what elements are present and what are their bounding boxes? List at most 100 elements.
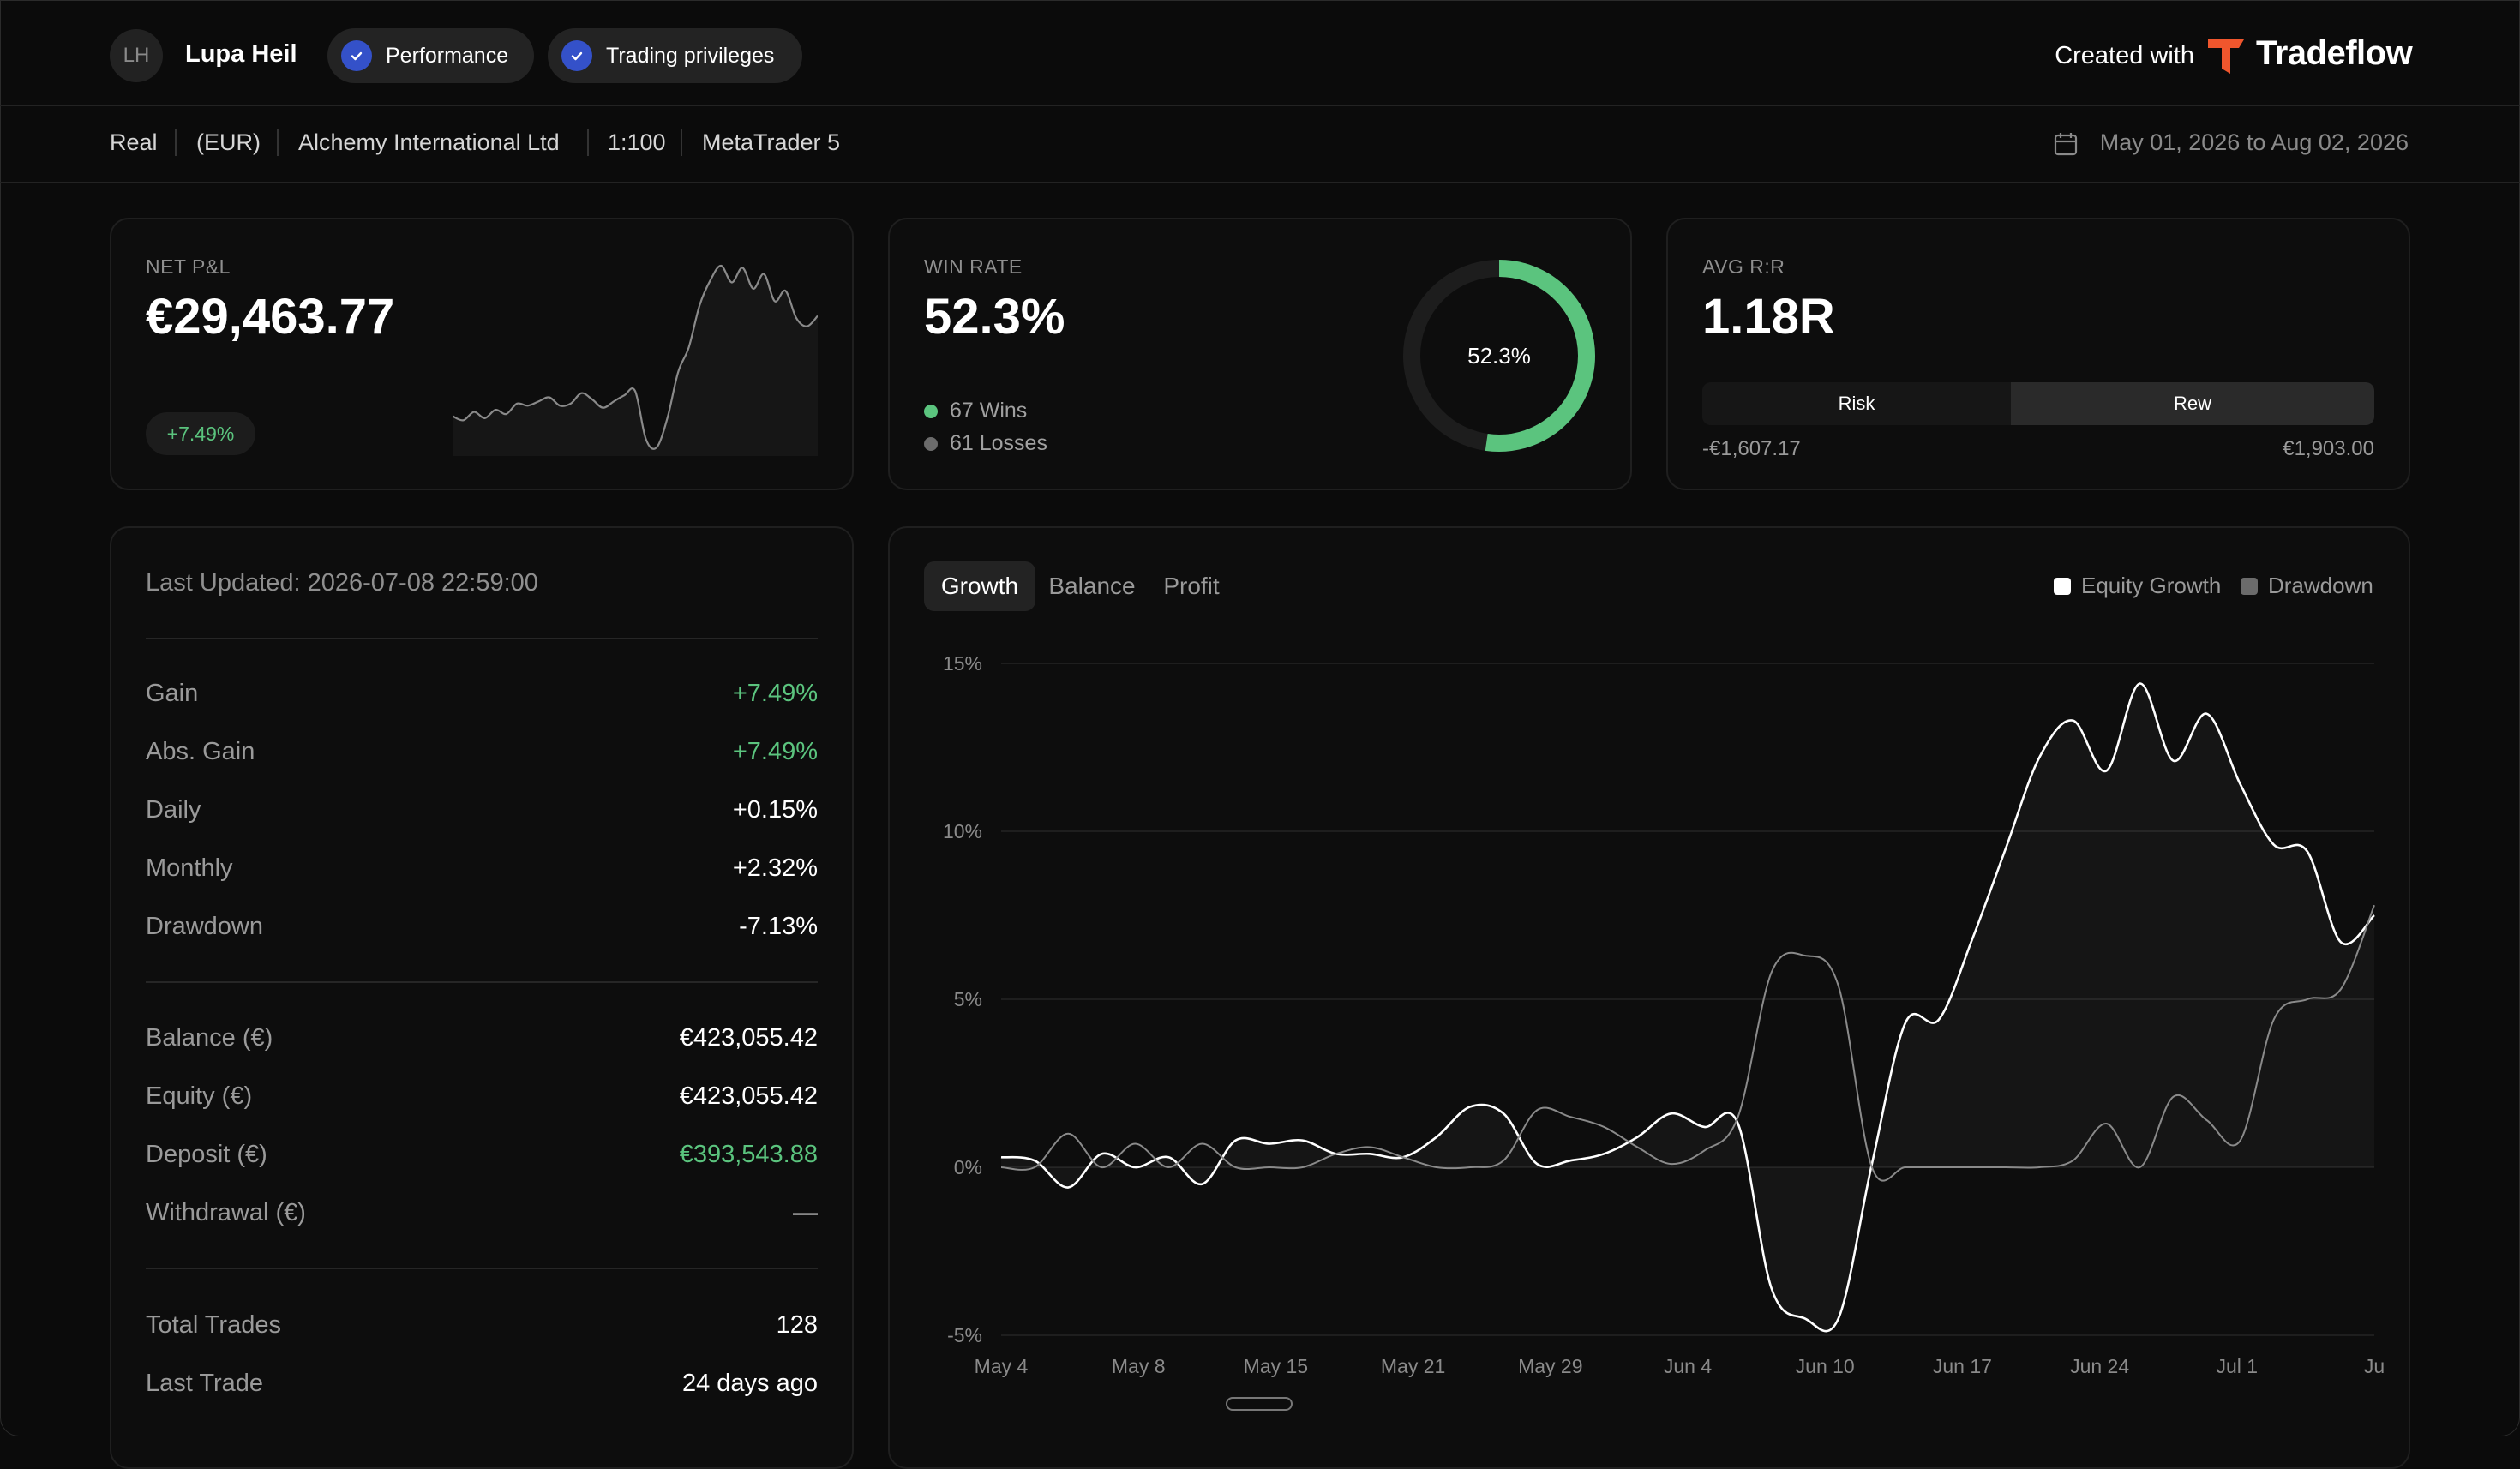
divider [146,981,818,983]
stat-label: Monthly [146,854,233,882]
tab-profit[interactable]: Profit [1163,573,1220,599]
net-pnl-label: NET P&L [146,255,231,278]
brand-name[interactable]: Tradeflow [2256,34,2413,72]
account-broker: Alchemy International Ltd [298,129,560,155]
stat-value: €423,055.42 [679,1024,818,1052]
divider [681,129,682,156]
account-info-bar [0,106,2520,183]
stat-label: Withdrawal (€) [146,1199,306,1226]
stat-value: +0.15% [732,796,818,824]
growth-chart-card [888,526,2410,1469]
y-tick-label: 10% [943,820,982,842]
stat-row-gain: Gain +7.49% [146,680,818,714]
stat-value: €393,543.88 [679,1141,818,1168]
equity-growth-line [1000,682,2375,1333]
legend-equity-growth: Equity Growth [2054,573,2221,599]
sparkline-area [453,265,818,456]
x-tick-label: Jun 24 [2070,1355,2129,1377]
divider [587,129,589,156]
risk-label: Risk [1838,393,1875,414]
avatar-initials: LH [123,44,150,67]
tab-growth[interactable]: Growth [924,561,1035,611]
stat-row-monthly: Monthly +2.32% [146,854,818,889]
check-icon [341,40,372,71]
stat-value: +7.49% [732,680,818,707]
stat-label: Balance (€) [146,1024,273,1052]
divider [175,129,177,156]
donut-win-arc [1403,260,1595,452]
reward-segment: Rew [2011,382,2374,425]
x-tick-label: May 21 [1381,1355,1445,1377]
account-leverage: 1:100 [608,129,666,155]
stat-row-deposit: Deposit (€) €393,543.88 [146,1141,818,1175]
calendar-icon[interactable] [2054,131,2078,161]
username: Lupa Heil [185,40,297,68]
x-tick-label: Jul 1 [2217,1355,2259,1377]
risk-reward-bar: Risk Rew [1702,382,2374,425]
stat-row-equity: Equity (€) €423,055.42 [146,1082,818,1117]
account-type: Real [110,129,158,155]
win-rate-donut: 52.3% [1403,260,1595,452]
badge-performance[interactable]: Performance [327,28,534,83]
check-icon [561,40,592,71]
equity-growth-area [1001,683,2374,1331]
risk-value: -€1,607.17 [1702,437,1801,460]
last-updated: Last Updated: 2026-07-08 22:59:00 [146,569,538,597]
legend-label: Equity Growth [2081,573,2222,598]
reward-label: Rew [2173,393,2211,414]
stat-row-daily: Daily +0.15% [146,796,818,830]
tradeflow-logo-icon[interactable] [2206,36,2246,80]
net-pnl-value: €29,463.77 [146,289,395,345]
y-tick-label: 5% [954,988,982,1010]
top-bar: LH Lupa Heil Performance Trading privile… [0,0,2520,106]
y-tick-label: 15% [943,652,982,675]
x-tick-label: Jun 4 [1664,1355,1712,1377]
win-rate-value: 52.3% [924,289,1065,345]
divider [146,638,818,639]
tab-balance[interactable]: Balance [1048,573,1136,599]
stat-value: €423,055.42 [679,1082,818,1110]
stats-card [110,526,854,1469]
stat-value: +2.32% [732,854,818,882]
net-pnl-change-badge: +7.49% [146,412,255,455]
date-range[interactable]: May 01, 2026 to Aug 02, 2026 [2099,129,2409,155]
stat-value: 24 days ago [681,1370,818,1397]
risk-segment: Risk [1702,382,2011,425]
stat-label: Equity (€) [146,1082,253,1110]
stat-label: Daily [146,796,201,824]
drawdown-line [1000,904,2375,1182]
net-pnl-change: +7.49% [166,422,235,445]
stat-value: +7.49% [732,738,818,765]
stat-value: 128 [776,1311,818,1339]
divider [277,129,279,156]
created-with-label: Created with [2055,42,2194,69]
badge-label: Performance [386,43,509,68]
sparkline-line [453,264,818,450]
badge-trading-privileges[interactable]: Trading privileges [548,28,802,83]
losses-dot-icon [924,437,938,452]
x-tick-label: Jun 17 [1933,1355,1992,1377]
x-tick-label: May 4 [975,1355,1029,1377]
badge-label: Trading privileges [606,43,775,68]
stat-row-last-trade: Last Trade 24 days ago [146,1370,818,1404]
equity-square-icon [2054,578,2071,595]
losses-legend: 61 Losses [924,431,1047,456]
avg-rr-value: 1.18R [1702,289,1835,345]
stat-row-balance: Balance (€) €423,055.42 [146,1024,818,1058]
avg-rr-card [1666,218,2410,490]
scroll-handle[interactable] [1226,1397,1293,1411]
stat-row-withdrawal: Withdrawal (€) — [146,1199,818,1233]
stat-value: -7.13% [739,913,818,940]
stat-label: Abs. Gain [146,738,255,765]
divider [146,1268,818,1269]
x-tick-label: May 8 [1112,1355,1166,1377]
stat-value: — [793,1199,818,1226]
stat-label: Deposit (€) [146,1141,267,1168]
x-tick-label: Jun 10 [1796,1355,1855,1377]
stat-row-total-trades: Total Trades 128 [146,1311,818,1346]
donut-center-label: 52.3% [1467,343,1531,369]
stat-label: Drawdown [146,913,263,940]
account-platform: MetaTrader 5 [702,129,841,155]
avatar[interactable]: LH [110,29,163,82]
reward-value: €1,903.00 [2283,437,2374,460]
